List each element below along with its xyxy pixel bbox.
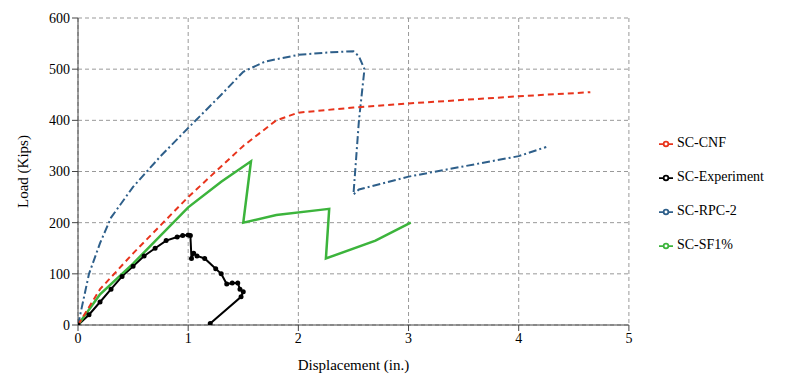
svg-text:Load (Kips): Load (Kips) xyxy=(15,135,32,208)
svg-text:Displacement (in.): Displacement (in.) xyxy=(298,357,410,374)
svg-text:500: 500 xyxy=(49,62,70,77)
html-text:SC-RPC-2: SC-RPC-2 xyxy=(676,203,737,218)
svg-text:5: 5 xyxy=(625,331,632,346)
svg-text:4: 4 xyxy=(515,331,522,346)
html-text:SC-CNF: SC-CNF xyxy=(676,135,726,150)
svg-text:0: 0 xyxy=(63,318,70,333)
svg-text:100: 100 xyxy=(49,267,70,282)
html-text:SC-Experiment: SC-Experiment xyxy=(676,169,764,184)
svg-text:600: 600 xyxy=(49,11,70,26)
svg-text:300: 300 xyxy=(49,164,70,179)
svg-text:200: 200 xyxy=(49,216,70,231)
svg-text:2: 2 xyxy=(295,331,302,346)
svg-text:400: 400 xyxy=(49,113,70,128)
svg-text:1: 1 xyxy=(185,331,192,346)
html-text:SC-SF1%: SC-SF1% xyxy=(676,237,733,252)
svg-text:0: 0 xyxy=(75,331,82,346)
svg-text:3: 3 xyxy=(405,331,412,346)
